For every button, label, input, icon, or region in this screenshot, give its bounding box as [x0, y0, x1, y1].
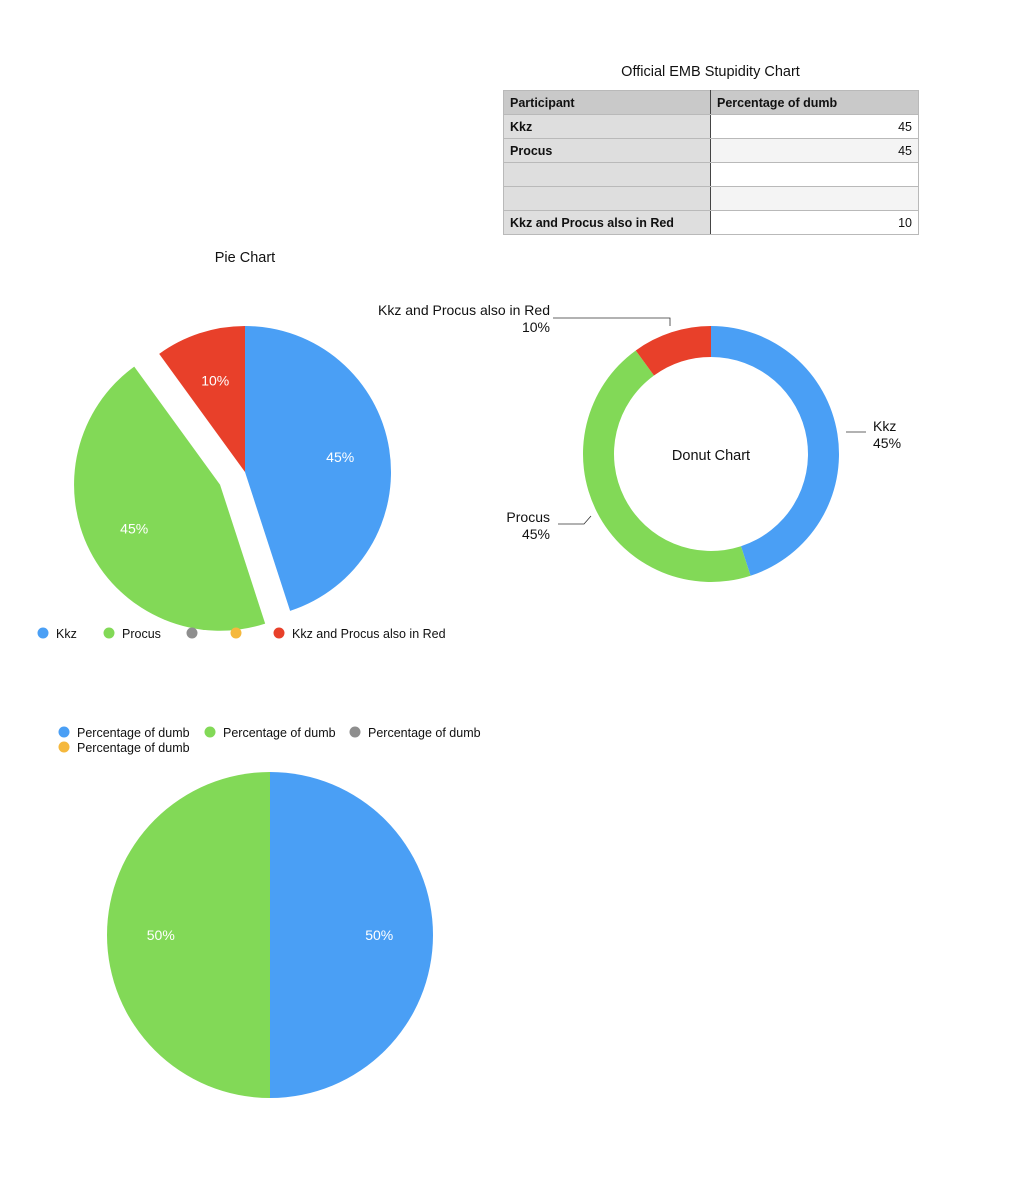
table-row-label	[503, 186, 711, 211]
legend-swatch	[58, 741, 70, 753]
donut-chart: Donut Chart Kkz and Procus also in Red 1…	[378, 302, 901, 582]
legend-swatch	[103, 627, 115, 639]
donut-category-label: Kkz	[873, 418, 896, 434]
legend-label: Percentage of dumb	[223, 726, 336, 740]
table-cell[interactable]	[710, 186, 919, 211]
legend-swatch	[37, 627, 49, 639]
table-header-cell: Percentage of dumb	[710, 90, 919, 115]
table-row	[503, 186, 919, 211]
legend-label: Percentage of dumb	[77, 726, 190, 740]
legend-swatch	[273, 627, 285, 639]
table-row-label: Kkz	[503, 114, 711, 139]
table-cell[interactable]: 10	[710, 210, 919, 235]
donut-segment[interactable]	[711, 326, 839, 576]
legend-swatch	[230, 627, 242, 639]
pie-data-label: 45%	[120, 520, 148, 536]
pie-slice[interactable]	[245, 326, 391, 611]
data-table: Participant Percentage of dumb Kkz 45 Pr…	[503, 90, 919, 235]
legend-swatch	[186, 627, 198, 639]
legend-label: Procus	[122, 627, 161, 641]
legend-swatch	[349, 726, 361, 738]
legend-swatch	[204, 726, 216, 738]
pie-chart-2: Percentage of dumb Percentage of dumb Perc…	[58, 726, 481, 1098]
pie-slice[interactable]	[74, 366, 266, 631]
table-title: Official EMB Stupidity Chart	[621, 64, 800, 80]
table-row: Kkz and Procus also in Red 10	[503, 210, 919, 235]
table-row	[503, 162, 919, 187]
table-row-label: Procus	[503, 138, 711, 163]
pie-chart-legend: Kkz Procus Kkz and Procus also in Red	[37, 627, 446, 641]
table-row-label	[503, 162, 711, 187]
leader-line	[553, 317, 671, 326]
pie-data-label: 50%	[365, 927, 393, 943]
donut-category-label: Kkz and Procus also in Red	[378, 302, 550, 318]
pie-data-label: 10%	[201, 372, 229, 388]
table-cell[interactable]	[710, 162, 919, 187]
donut-data-label: 10%	[522, 319, 550, 335]
pie-slice[interactable]	[270, 772, 433, 1098]
legend-label: Percentage of dumb	[77, 741, 190, 755]
donut-segment[interactable]	[583, 350, 751, 582]
legend-swatch	[58, 726, 70, 738]
pie-slice[interactable]	[107, 772, 270, 1098]
legend-label: Percentage of dumb	[368, 726, 481, 740]
pie-data-label: 50%	[147, 927, 175, 943]
pie-data-label: 45%	[326, 449, 354, 465]
leader-line	[558, 515, 592, 525]
donut-data-label: 45%	[522, 526, 550, 542]
pie-chart-title: Pie Chart	[215, 250, 275, 266]
pie-chart-2-legend: Percentage of dumb Percentage of dumb Perc…	[58, 726, 481, 755]
donut-category-label: Procus	[506, 509, 550, 525]
donut-segment[interactable]	[635, 326, 711, 376]
table-header-row: Participant Percentage of dumb	[503, 90, 919, 115]
pie-chart: Pie Chart 45% 45% 10% Kkz Procus Kkz and Pro…	[37, 250, 446, 641]
donut-data-label: 45%	[873, 435, 901, 451]
legend-label: Kkz	[56, 627, 77, 641]
pie-slice[interactable]	[159, 326, 245, 472]
table-row-label: Kkz and Procus also in Red	[503, 210, 711, 235]
donut-chart-title: Donut Chart	[672, 448, 750, 464]
table-row: Kkz 45	[503, 114, 919, 139]
legend-label: Kkz and Procus also in Red	[292, 627, 446, 641]
